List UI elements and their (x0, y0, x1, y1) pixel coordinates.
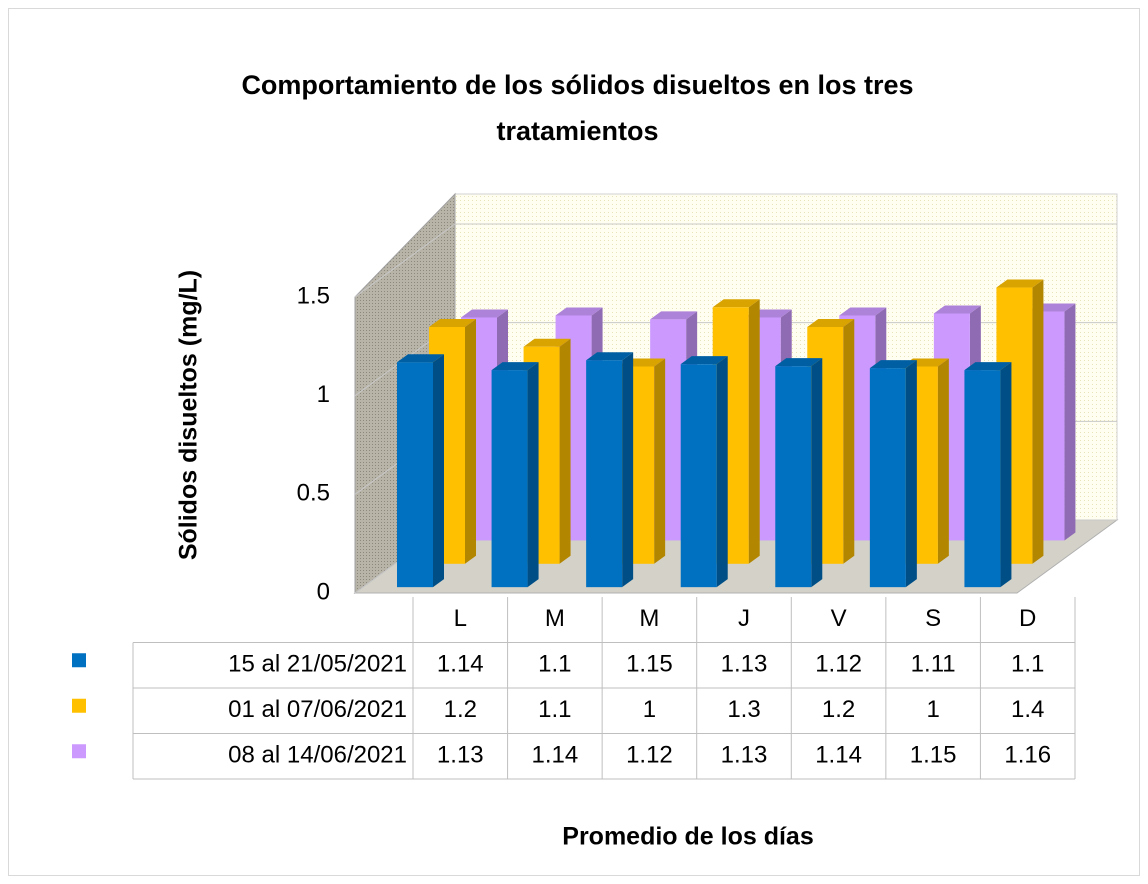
bar-side (1032, 279, 1044, 564)
chart-title: Comportamiento de los sólidos disueltos … (241, 70, 914, 146)
bar-top (775, 358, 823, 367)
x-tick-label: J (738, 605, 750, 632)
grid-line (354, 223, 456, 298)
bar-side (905, 360, 917, 588)
bar-top (933, 305, 981, 314)
bar-side (811, 358, 823, 588)
bar-top (429, 319, 476, 327)
x-axis-title: Promedio de los días (562, 823, 813, 851)
bar (397, 354, 444, 588)
table-value: 1.14 (815, 742, 862, 769)
bar-top (586, 352, 634, 361)
bar-top (996, 279, 1044, 288)
bar (964, 362, 1012, 588)
bar-top (397, 354, 444, 363)
bar-front (491, 370, 528, 588)
table-value: 1.15 (910, 742, 957, 769)
bar-front (869, 368, 906, 588)
bar-front (680, 364, 717, 588)
x-tick-label: M (545, 605, 565, 632)
bar-side (433, 354, 444, 588)
y-tick-label: 0 (317, 578, 330, 605)
y-axis-title: Sólidos disueltos (mg/L) (175, 270, 203, 560)
bar-top (839, 307, 887, 316)
x-tick-label: D (1019, 605, 1036, 632)
table-value: 1.12 (626, 742, 673, 769)
x-tick-label: V (831, 605, 847, 632)
bar-side (527, 362, 539, 588)
y-tick-label: 1.5 (297, 282, 330, 309)
bar-top (523, 338, 571, 347)
table-value: 1.13 (437, 742, 484, 769)
bar-side (748, 299, 760, 564)
bar-top (491, 362, 539, 371)
legend-label: 15 al 21/05/2021 (228, 651, 407, 678)
legend-label: 08 al 14/06/2021 (228, 742, 407, 769)
x-tick-label: L (454, 605, 467, 632)
table-value: 1.1 (538, 651, 571, 678)
y-tick-label: 0.5 (297, 480, 330, 507)
bar-side (622, 352, 634, 588)
table-value: 1.14 (531, 742, 578, 769)
bar-side (1064, 303, 1076, 541)
table-value: 1.11 (911, 651, 956, 678)
y-tick-label: 1 (317, 381, 330, 408)
table-value: 1.1 (1011, 651, 1044, 678)
bar-side (559, 338, 571, 564)
bar-top (555, 307, 603, 316)
x-tick-label: S (925, 605, 941, 632)
bar-top (964, 362, 1012, 371)
table-value: 1.3 (727, 696, 760, 723)
table-value: 1.2 (822, 696, 855, 723)
bar (586, 352, 634, 588)
bar (775, 358, 823, 588)
bar-front (964, 370, 1001, 588)
table-value: 1.13 (721, 742, 768, 769)
bar-top (650, 311, 698, 320)
bar (491, 362, 539, 588)
legend-swatch (72, 698, 86, 713)
table-value: 1.2 (444, 696, 477, 723)
bar (869, 360, 917, 588)
bar-top (461, 309, 508, 318)
bar-side (654, 358, 666, 564)
bar (680, 356, 728, 588)
table-value: 1.15 (626, 651, 673, 678)
bar-top (869, 360, 917, 369)
table-value: 1.13 (721, 651, 768, 678)
legend-swatch (72, 653, 86, 668)
legend-swatch (72, 744, 86, 759)
table-value: 1.4 (1011, 696, 1044, 723)
bar-front (397, 362, 433, 588)
bar-front (586, 360, 623, 588)
bar-side (465, 319, 476, 564)
table-value: 1 (643, 696, 656, 723)
bar-top (807, 319, 855, 327)
table-value: 1.1 (538, 696, 571, 723)
bar (996, 279, 1044, 564)
table-value: 1.14 (437, 651, 484, 678)
bar-top (712, 299, 760, 308)
legend-label: 01 al 07/06/2021 (228, 696, 407, 723)
bar-front (775, 366, 812, 588)
table-value: 1.16 (1004, 742, 1051, 769)
bar-side (1000, 362, 1012, 588)
bar-top (680, 356, 728, 365)
bar-side (843, 319, 855, 564)
bar-side (716, 356, 728, 588)
bar-side (937, 358, 949, 564)
table-value: 1 (926, 696, 939, 723)
table-value: 1.12 (815, 651, 862, 678)
x-tick-label: M (639, 605, 659, 632)
